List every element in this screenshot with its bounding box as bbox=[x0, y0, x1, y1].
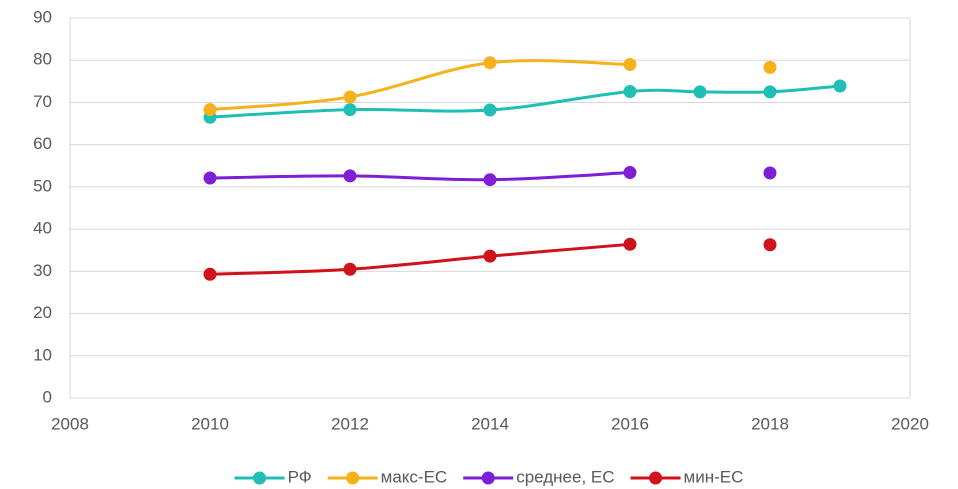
legend-item: среднее, ЕС bbox=[463, 467, 615, 486]
legend-label: макс-ЕС bbox=[381, 467, 448, 486]
x-tick-label: 2014 bbox=[471, 414, 509, 433]
data-point bbox=[763, 238, 777, 252]
legend-label: РФ bbox=[288, 467, 312, 486]
plot-border bbox=[69, 17, 911, 399]
x-tick-label: 2008 bbox=[51, 414, 89, 433]
x-tick-label: 2010 bbox=[191, 414, 229, 433]
y-tick-label: 60 bbox=[33, 134, 52, 153]
data-point bbox=[343, 169, 357, 183]
data-point bbox=[623, 166, 637, 180]
legend-marker bbox=[481, 471, 495, 485]
x-tick-label: 2012 bbox=[331, 414, 369, 433]
data-point bbox=[693, 85, 707, 99]
legend-label: среднее, ЕС bbox=[516, 467, 614, 486]
series-line bbox=[209, 171, 631, 182]
legend-item: мин-ЕС bbox=[630, 467, 744, 486]
x-tick-label: 2016 bbox=[611, 414, 649, 433]
data-point bbox=[483, 103, 497, 117]
data-point bbox=[763, 166, 777, 180]
x-tick-label: 2018 bbox=[751, 414, 789, 433]
data-point bbox=[343, 103, 357, 117]
legend-marker bbox=[346, 471, 360, 485]
series-line bbox=[209, 242, 631, 276]
data-point bbox=[203, 171, 217, 185]
data-point bbox=[763, 85, 777, 99]
data-point bbox=[763, 60, 777, 74]
data-point bbox=[483, 173, 497, 187]
y-tick-label: 80 bbox=[33, 50, 52, 69]
y-tick-label: 30 bbox=[33, 261, 52, 280]
data-point bbox=[343, 90, 357, 104]
data-point bbox=[623, 237, 637, 251]
legend-marker bbox=[253, 471, 267, 485]
y-tick-label: 70 bbox=[33, 92, 52, 111]
data-point bbox=[833, 79, 847, 93]
x-tick-label: 2020 bbox=[891, 414, 929, 433]
data-point bbox=[623, 84, 637, 98]
data-point bbox=[483, 249, 497, 263]
legend-label: мин-ЕС bbox=[684, 467, 744, 486]
data-point bbox=[343, 262, 357, 276]
legend-item: РФ bbox=[234, 467, 312, 486]
data-point bbox=[483, 56, 497, 70]
series-line bbox=[209, 59, 631, 112]
y-tick-label: 40 bbox=[33, 219, 52, 238]
data-point bbox=[203, 103, 217, 117]
legend-item: макс-ЕС bbox=[327, 467, 448, 486]
data-point bbox=[623, 57, 637, 71]
y-tick-label: 0 bbox=[43, 387, 52, 406]
legend-marker bbox=[649, 471, 663, 485]
y-tick-label: 90 bbox=[33, 7, 52, 26]
data-point bbox=[203, 267, 217, 281]
y-tick-label: 50 bbox=[33, 176, 52, 195]
y-tick-label: 10 bbox=[33, 345, 52, 364]
y-tick-label: 20 bbox=[33, 303, 52, 322]
